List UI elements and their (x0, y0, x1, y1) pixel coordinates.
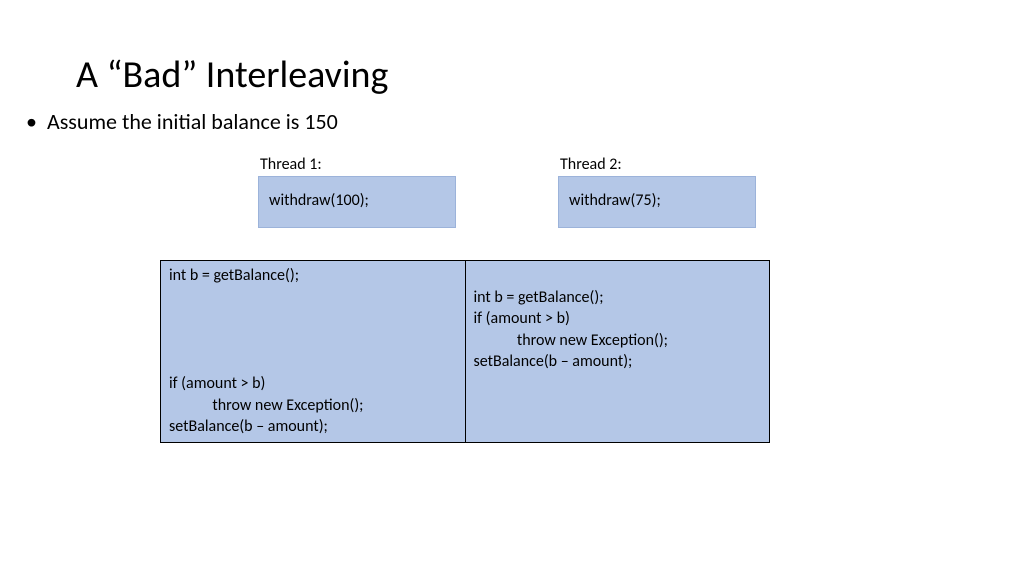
slide-title: A “Bad” Interleaving (76, 52, 388, 98)
code-line (474, 416, 762, 438)
thread1-call-box: withdraw(100); (258, 176, 456, 228)
code-line: throw new Exception(); (169, 395, 457, 417)
thread1-call: withdraw(100); (269, 191, 369, 210)
bullet-text: Assume the initial balance is 150 (47, 108, 338, 135)
code-line (474, 395, 762, 417)
slide: A “Bad” Interleaving • Assume the initia… (0, 0, 1024, 576)
thread1-label: Thread 1: (260, 155, 322, 174)
bullet-marker: • (26, 111, 37, 133)
thread2-call-box: withdraw(75); (558, 176, 756, 228)
code-line (169, 308, 457, 330)
code-line: if (amount > b) (474, 308, 762, 330)
code-line (474, 265, 762, 287)
bullet-item: • Assume the initial balance is 150 (26, 108, 338, 135)
thread2-label: Thread 2: (560, 155, 622, 174)
code-line (474, 373, 762, 395)
thread2-call: withdraw(75); (569, 191, 661, 210)
code-line: int b = getBalance(); (474, 287, 762, 309)
code-line: throw new Exception(); (474, 330, 762, 352)
code-line: setBalance(b – amount); (169, 416, 457, 438)
code-line: if (amount > b) (169, 373, 457, 395)
table-row: int b = getBalance(); if (amount > b) th… (161, 261, 770, 443)
code-line: setBalance(b – amount); (474, 351, 762, 373)
code-line: int b = getBalance(); (169, 265, 457, 287)
code-line (169, 351, 457, 373)
interleaving-table: int b = getBalance(); if (amount > b) th… (160, 260, 770, 443)
code-line (169, 287, 457, 309)
interleave-left-cell: int b = getBalance(); if (amount > b) th… (161, 261, 466, 443)
interleave-right-cell: int b = getBalance();if (amount > b) thr… (465, 261, 770, 443)
code-line (169, 330, 457, 352)
